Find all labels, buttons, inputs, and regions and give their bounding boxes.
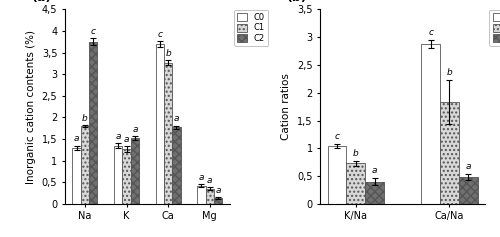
Bar bbox=[81, 126, 89, 204]
Text: a: a bbox=[207, 176, 212, 185]
Bar bbox=[206, 189, 214, 204]
Text: a: a bbox=[132, 125, 138, 134]
Legend: C0, C1, C2: C0, C1, C2 bbox=[234, 10, 268, 46]
Bar bbox=[214, 198, 222, 204]
Text: c: c bbox=[158, 30, 162, 39]
Bar bbox=[328, 146, 346, 204]
Text: b: b bbox=[82, 114, 88, 123]
Y-axis label: Cation ratios: Cation ratios bbox=[282, 73, 292, 140]
Legend: C0, C1, C2: C0, C1, C2 bbox=[489, 10, 500, 46]
Bar bbox=[89, 42, 98, 204]
Bar bbox=[346, 163, 365, 204]
Bar bbox=[122, 149, 130, 204]
Text: b: b bbox=[166, 49, 171, 58]
Text: a: a bbox=[466, 162, 471, 171]
Text: c: c bbox=[91, 27, 96, 36]
Bar bbox=[365, 182, 384, 204]
Bar bbox=[156, 44, 164, 204]
Text: b: b bbox=[353, 149, 358, 158]
Bar bbox=[72, 148, 81, 204]
Text: a: a bbox=[74, 134, 80, 143]
Bar bbox=[440, 102, 459, 204]
Text: a: a bbox=[198, 173, 204, 182]
Text: a: a bbox=[216, 186, 221, 195]
Bar bbox=[130, 138, 139, 204]
Y-axis label: Inorganic cation contents (%): Inorganic cation contents (%) bbox=[26, 30, 36, 184]
Text: a: a bbox=[116, 132, 121, 141]
Bar bbox=[198, 186, 205, 204]
Text: a: a bbox=[372, 166, 378, 175]
Bar bbox=[459, 177, 477, 204]
Text: (a): (a) bbox=[32, 0, 52, 4]
Text: a: a bbox=[174, 114, 179, 123]
Text: (b): (b) bbox=[288, 0, 308, 4]
Bar bbox=[114, 146, 122, 204]
Text: a: a bbox=[124, 135, 130, 144]
Text: c: c bbox=[428, 28, 433, 37]
Bar bbox=[422, 44, 440, 204]
Text: b: b bbox=[446, 68, 452, 77]
Text: c: c bbox=[334, 132, 340, 141]
Bar bbox=[164, 63, 172, 204]
Bar bbox=[172, 127, 180, 204]
